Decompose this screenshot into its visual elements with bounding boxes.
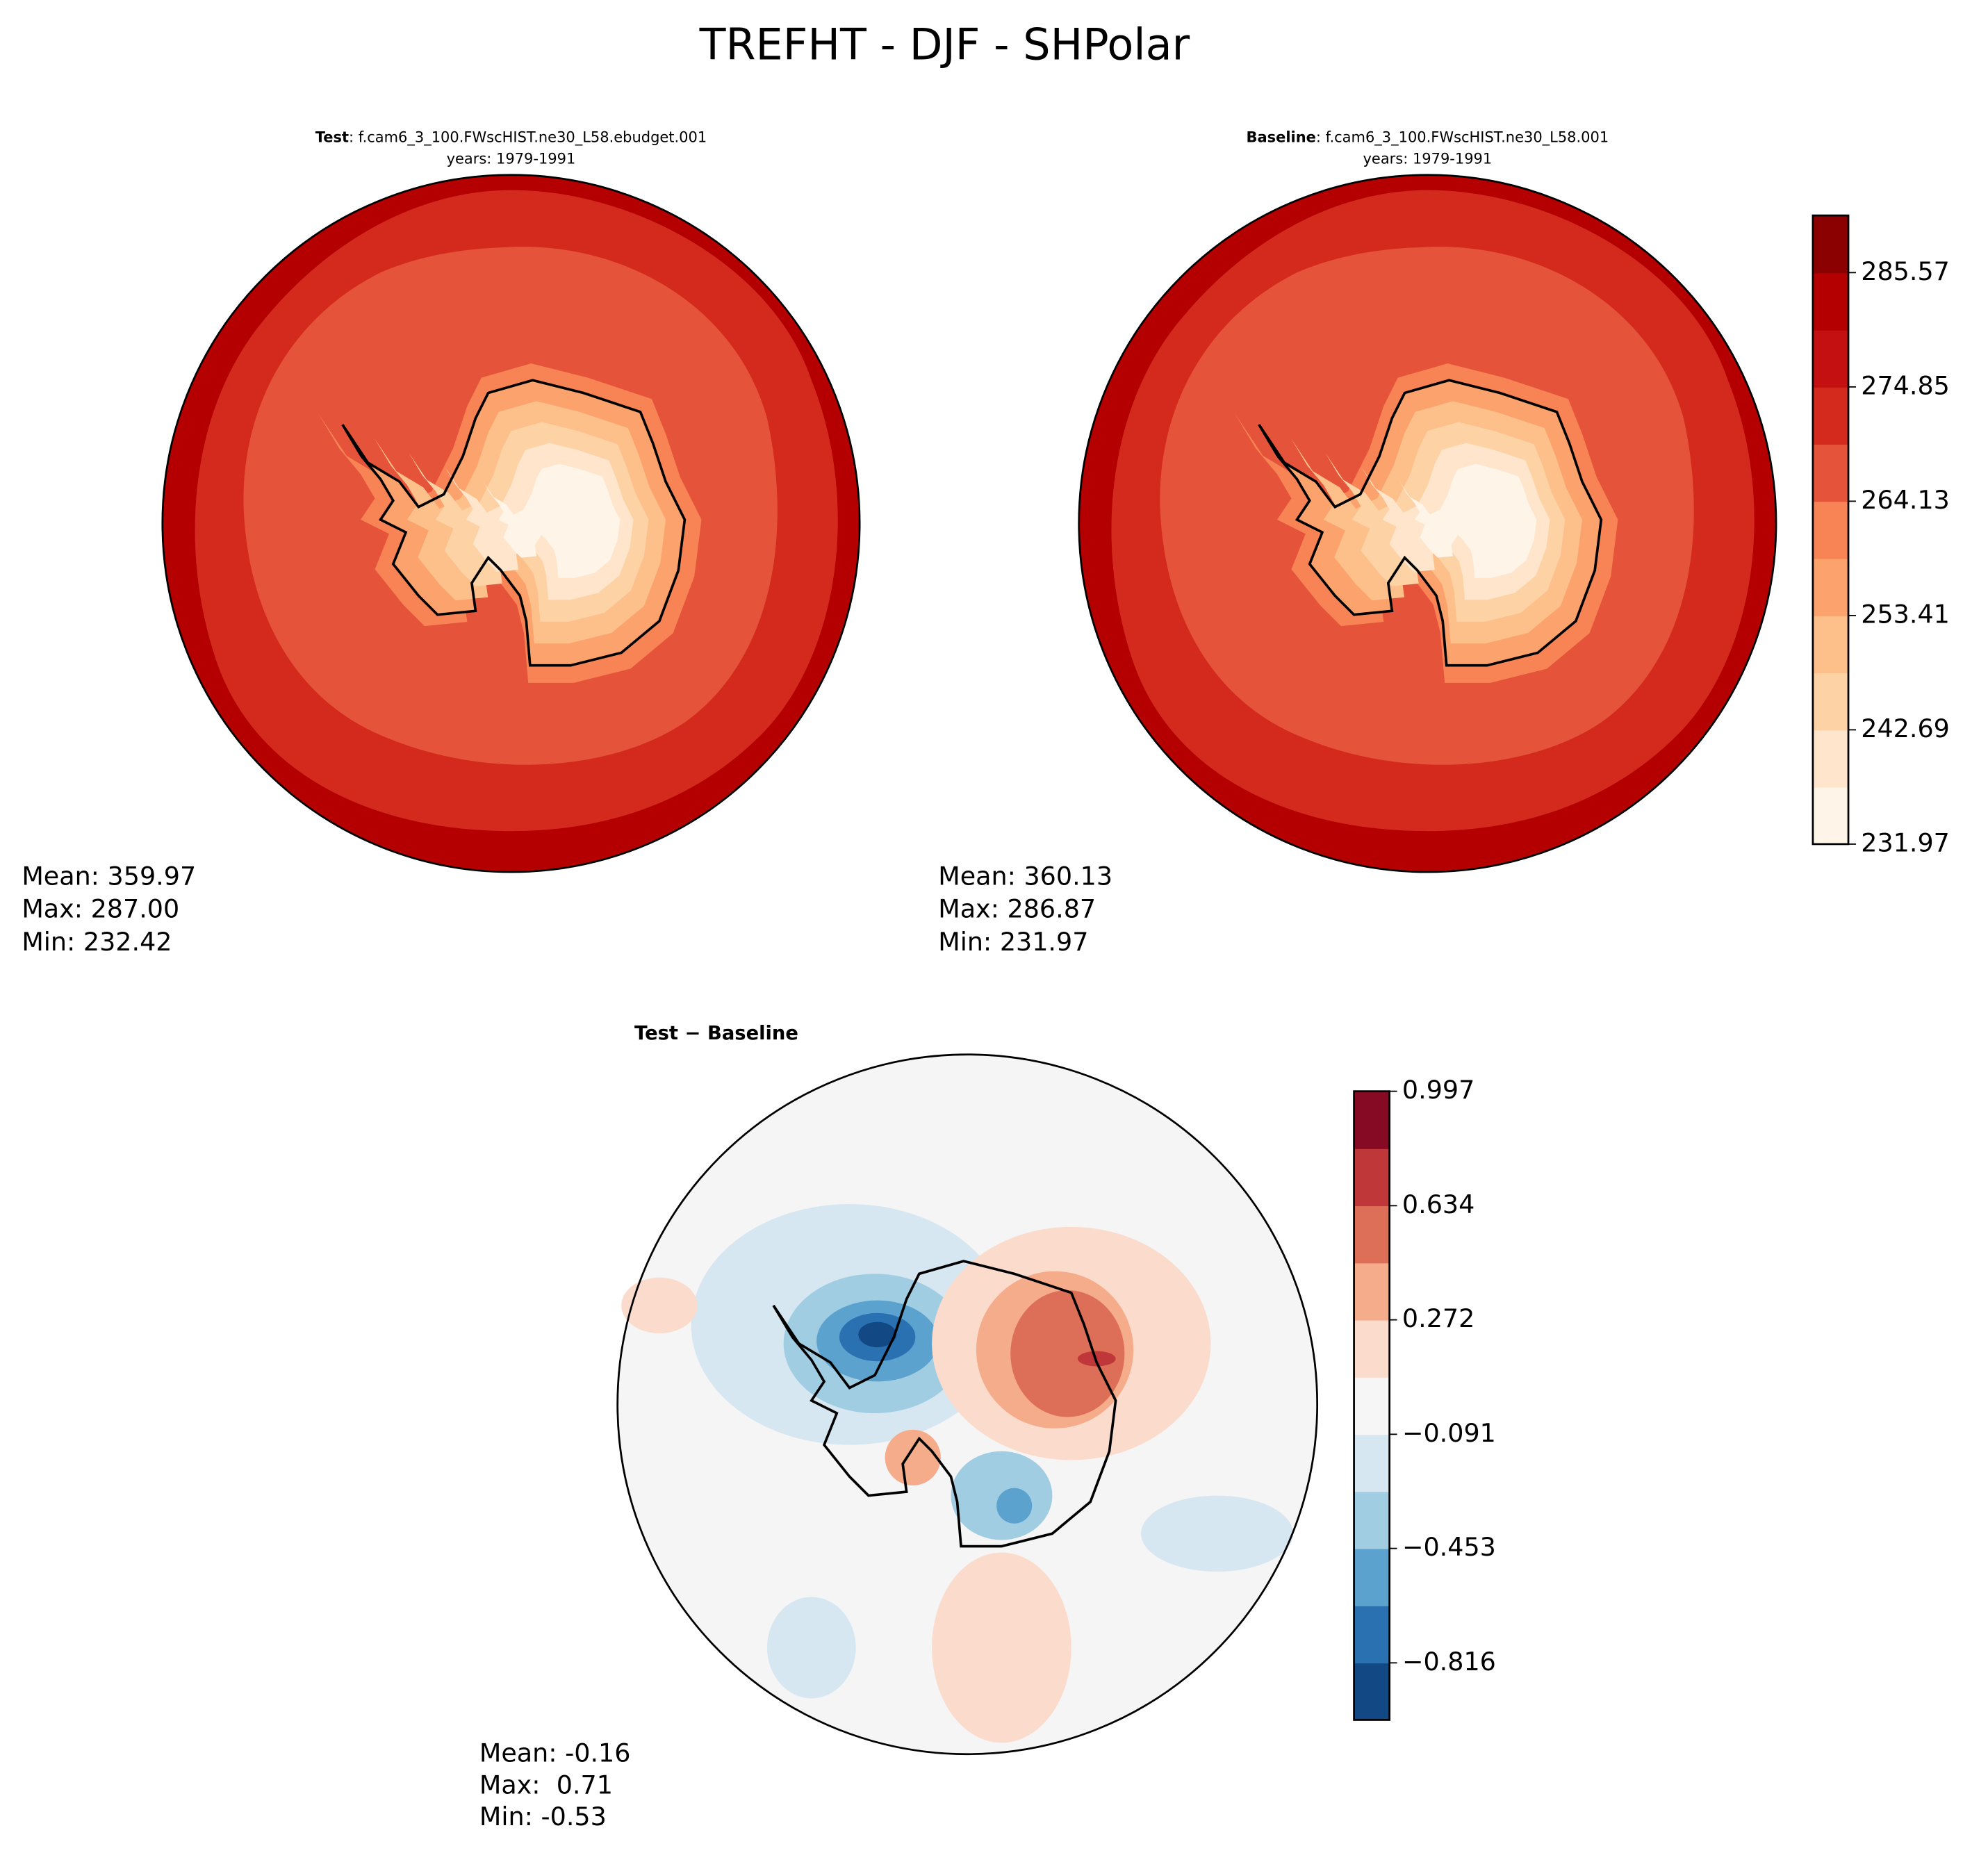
colorbar-band bbox=[1354, 1148, 1390, 1207]
tick-label: 231.97 bbox=[1861, 827, 1950, 857]
colorbar-band bbox=[1812, 673, 1849, 731]
colorbar-band bbox=[1812, 730, 1849, 788]
colorbar-band bbox=[1812, 386, 1849, 445]
stat: Min: 232.42 bbox=[22, 927, 172, 957]
colorbar-band bbox=[1354, 1376, 1390, 1435]
panel-label: Baseline bbox=[1247, 129, 1316, 145]
colorbar-band bbox=[1812, 615, 1849, 674]
stat: Max: 287.00 bbox=[22, 894, 179, 924]
tick-label: 242.69 bbox=[1861, 714, 1950, 743]
panel-years: years: 1979-1991 bbox=[447, 150, 576, 167]
tick-label: 253.41 bbox=[1861, 599, 1950, 629]
panel-title: Baseline: f.cam6_3_100.FWscHIST.ne30_L58… bbox=[1247, 129, 1609, 146]
colorbar-band bbox=[1354, 1319, 1390, 1378]
colorbar-band bbox=[1354, 1663, 1390, 1721]
colorbar-frame bbox=[1353, 1090, 1391, 1721]
tick-label: 274.85 bbox=[1861, 370, 1950, 400]
stat: Max: 286.87 bbox=[938, 894, 1096, 924]
colorbar-band bbox=[1354, 1491, 1390, 1549]
colorbar-band bbox=[1354, 1091, 1390, 1149]
panel-label: Test bbox=[315, 129, 349, 145]
colorbar-band bbox=[1354, 1605, 1390, 1664]
colorbar-band bbox=[1812, 215, 1849, 274]
baseline-map bbox=[1079, 175, 1776, 872]
colorbar-band bbox=[1812, 558, 1849, 616]
colorbar-band bbox=[1354, 1434, 1390, 1492]
colorbar-band bbox=[1812, 501, 1849, 559]
stat: Min: 231.97 bbox=[938, 927, 1088, 957]
stat: Max: 0.71 bbox=[479, 1770, 613, 1800]
tick-label: −0.453 bbox=[1402, 1532, 1496, 1562]
panel-case: : f.cam6_3_100.FWscHIST.ne30_L58.001 bbox=[1316, 129, 1609, 146]
colorbar-band bbox=[1812, 329, 1849, 388]
tick-label: 264.13 bbox=[1861, 485, 1950, 515]
colorbar-frame bbox=[1812, 214, 1850, 846]
panel-case: : f.cam6_3_100.FWscHIST.ne30_L58.ebudget… bbox=[349, 129, 707, 146]
panel-years: years: 1979-1991 bbox=[1363, 150, 1493, 167]
colorbar-band bbox=[1812, 787, 1849, 845]
diff-map bbox=[616, 1053, 1319, 1756]
figure-title: TREFHT - DJF - SHPolar bbox=[699, 19, 1190, 70]
colorbar-band bbox=[1812, 272, 1849, 331]
stat: Min: -0.53 bbox=[479, 1802, 607, 1831]
stat: Mean: 359.97 bbox=[22, 861, 196, 891]
colorbar-band bbox=[1354, 1548, 1390, 1606]
panel-title: Test: f.cam6_3_100.FWscHIST.ne30_L58.ebu… bbox=[315, 129, 707, 146]
tick-label: −0.816 bbox=[1402, 1647, 1496, 1677]
colorbar-band bbox=[1812, 444, 1849, 502]
tick-label: 285.57 bbox=[1861, 256, 1950, 286]
test-map bbox=[163, 175, 860, 872]
tick-label: 0.272 bbox=[1402, 1303, 1474, 1333]
tick-label: 0.997 bbox=[1402, 1075, 1474, 1105]
colorbar-band bbox=[1354, 1262, 1390, 1321]
stat: Mean: 360.13 bbox=[938, 861, 1112, 891]
tick-label: 0.634 bbox=[1402, 1189, 1474, 1219]
colorbar-band bbox=[1354, 1205, 1390, 1264]
panel-label: Test − Baseline bbox=[634, 1023, 798, 1044]
tick-label: −0.091 bbox=[1402, 1418, 1496, 1448]
stat: Mean: -0.16 bbox=[479, 1738, 631, 1768]
